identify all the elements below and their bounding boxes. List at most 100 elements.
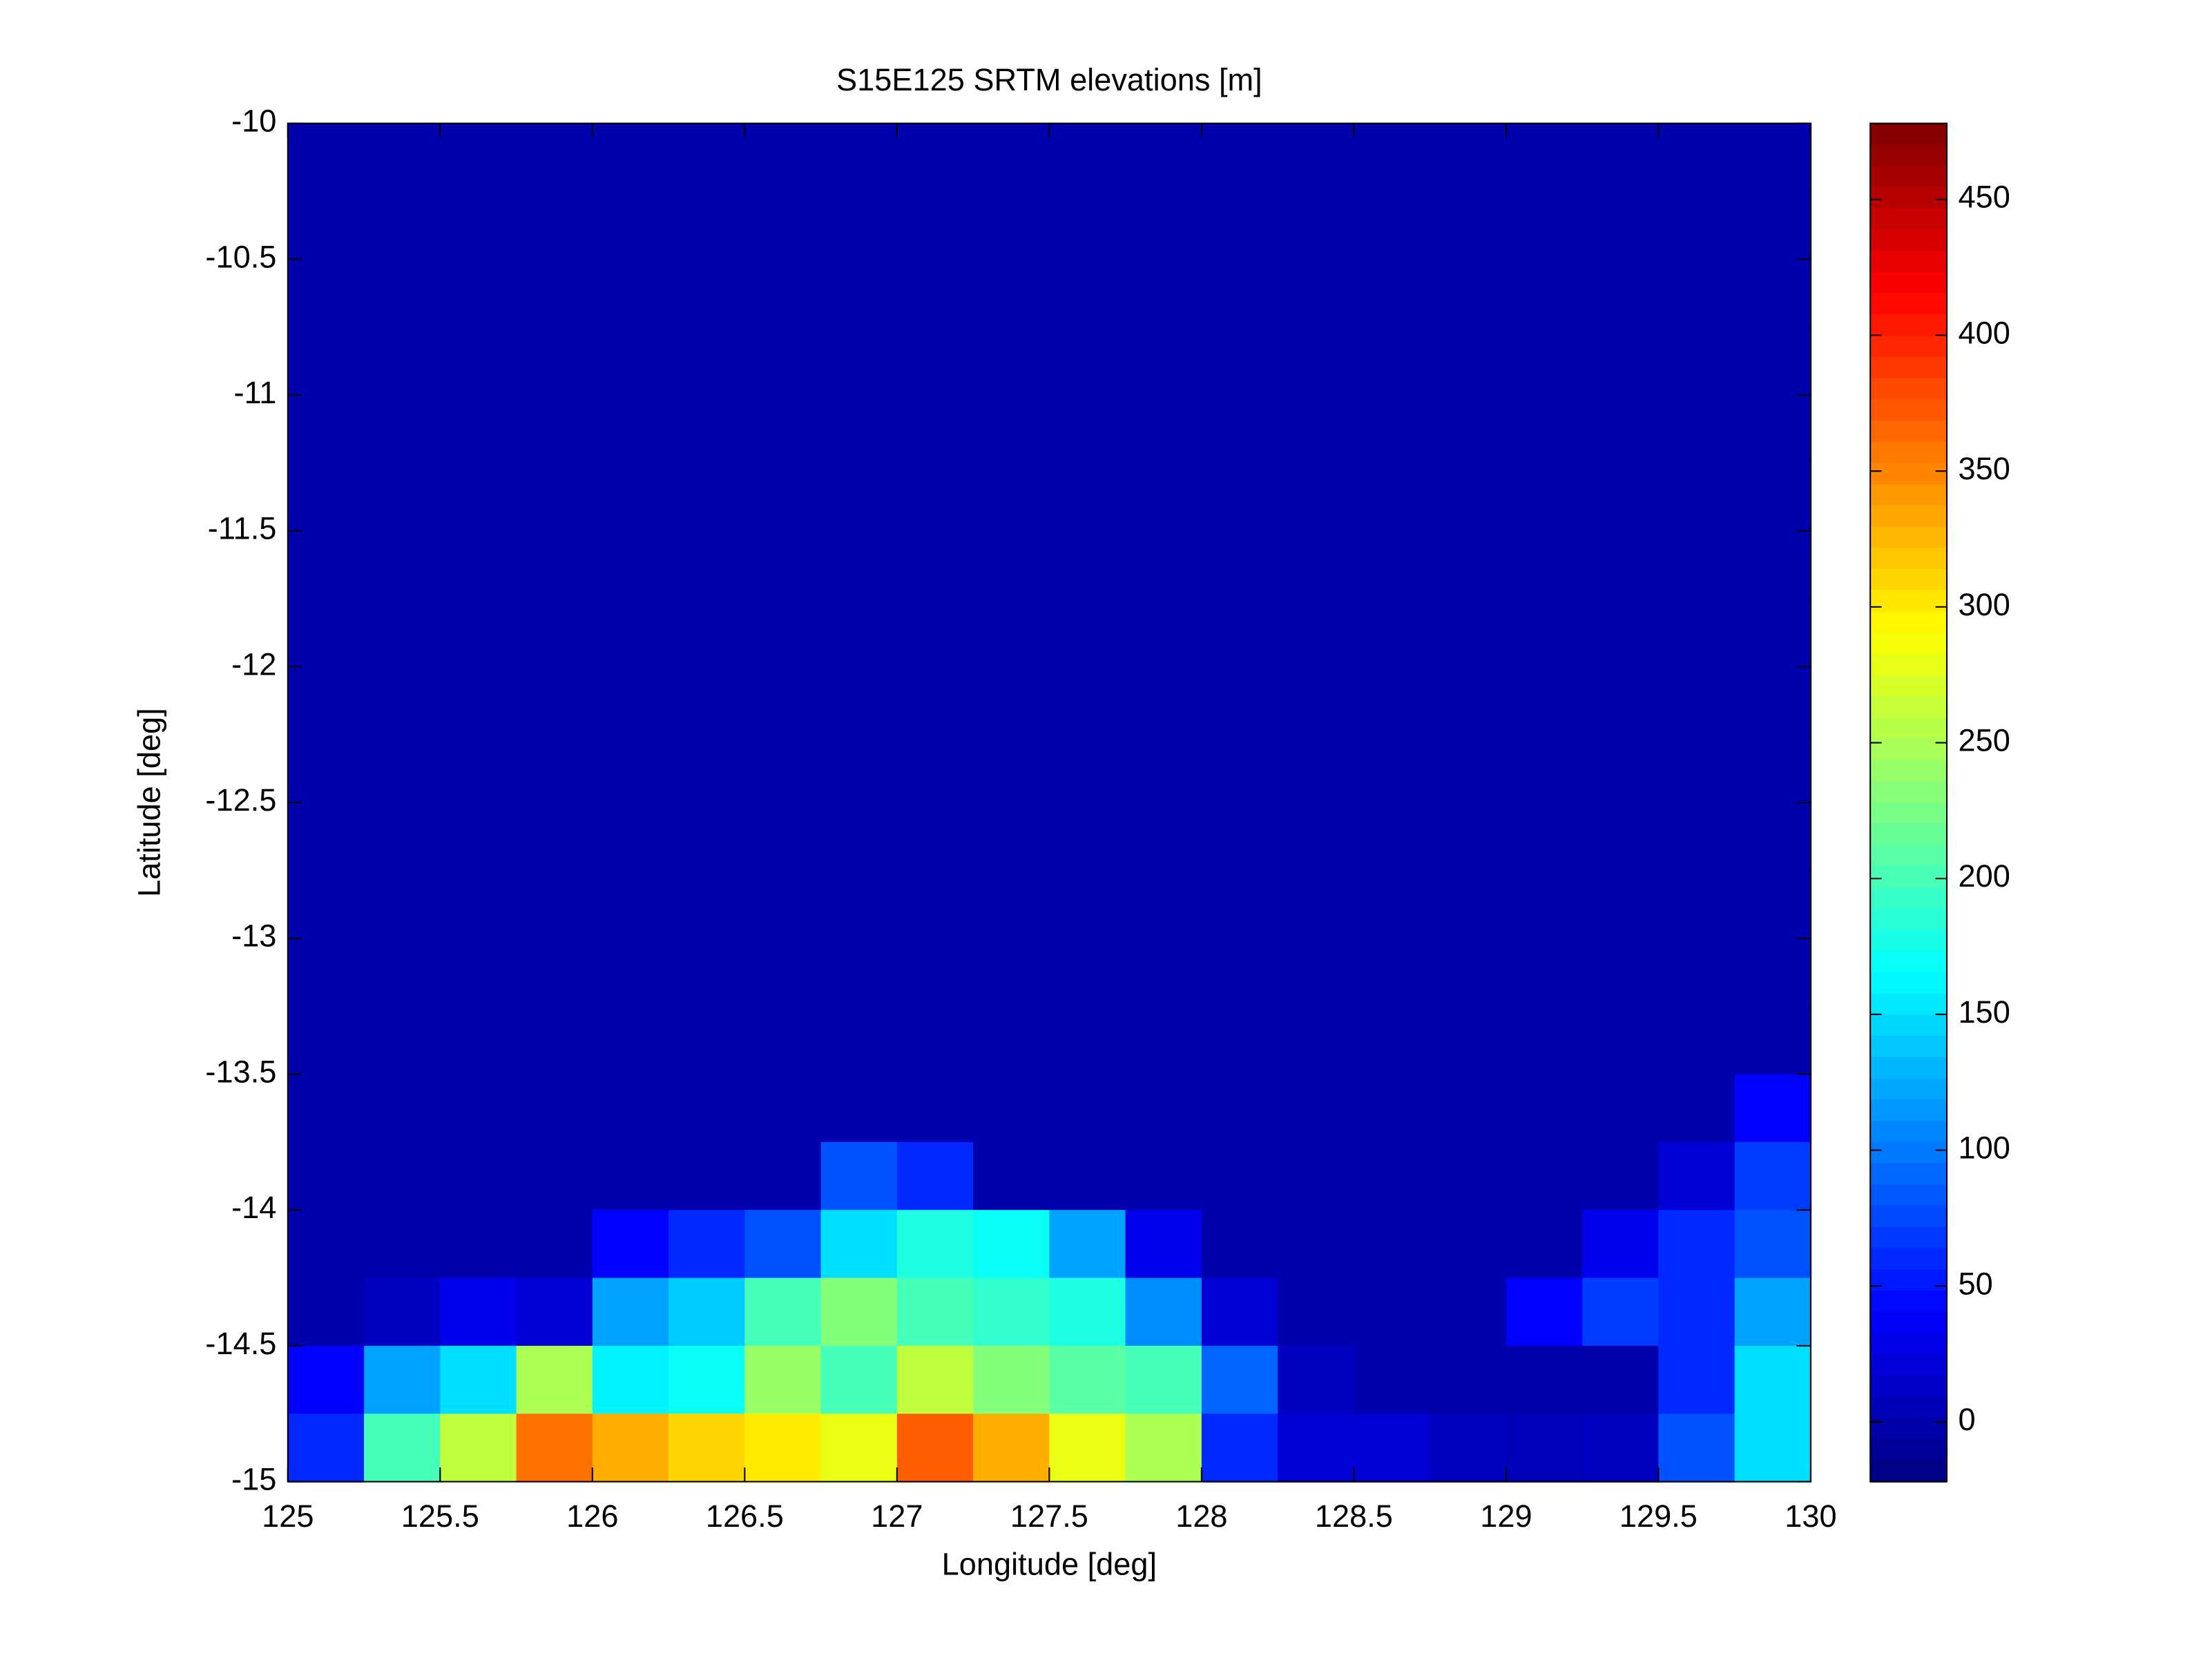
heatmap-cell [820,1414,898,1483]
heatmap-cell [1658,870,1735,940]
colorbar-band [1870,569,1947,592]
heatmap-cell [516,666,594,735]
heatmap-cell [1658,1414,1735,1483]
colorbar-band [1870,951,1947,974]
heatmap-cell [1125,191,1203,260]
heatmap-cell [820,327,898,396]
heatmap-cell [1201,1414,1279,1483]
heatmap-cell [820,1006,898,1075]
colorbar-band [1870,314,1947,337]
colorbar-band [1870,717,1947,740]
heatmap-cell [896,123,974,193]
y-tick-label: -14 [231,1190,276,1225]
heatmap-cell [364,599,441,668]
heatmap-cell [896,259,974,328]
heatmap-cell [1201,1345,1279,1415]
heatmap-cell [1201,1278,1279,1347]
heatmap-cell [1049,734,1126,804]
heatmap-cell [440,870,517,940]
heatmap-cell [1125,123,1203,193]
heatmap-cell [1582,870,1660,940]
heatmap-cell [973,259,1050,328]
heatmap-cell [1278,870,1355,940]
heatmap-cell [440,327,517,396]
colorbar-band [1870,186,1947,209]
heatmap-cell [973,327,1050,396]
heatmap-cell [1430,1074,1508,1144]
heatmap-cell [1125,599,1203,668]
colorbar-band [1870,1057,1947,1079]
heatmap-cell [364,1006,441,1075]
chart-title: S15E125 SRTM elevations [m] [836,62,1262,97]
heatmap-cell [440,463,517,532]
heatmap-cell [1582,734,1660,804]
heatmap-cell [744,123,822,193]
colorbar-band [1870,760,1947,782]
heatmap-cell [1354,395,1431,464]
heatmap-cell [1734,530,1812,600]
heatmap-cell [820,802,898,871]
heatmap-cell [516,463,594,532]
heatmap-cell [669,530,746,600]
heatmap-cell [1430,123,1508,193]
heatmap-cell [287,1006,365,1075]
heatmap-cell [1049,327,1126,396]
heatmap-cell [1430,1006,1508,1075]
heatmap-cell [1658,1345,1735,1415]
heatmap-cell [1201,1141,1279,1211]
heatmap-cell [1201,123,1279,193]
heatmap-cell [516,1414,594,1483]
heatmap-cell [1658,1141,1735,1211]
heatmap-cell [1506,1074,1584,1144]
colorbar-band [1870,1396,1947,1419]
heatmap-cell [1430,599,1508,668]
heatmap-cell [669,734,746,804]
y-tick-label: -10 [231,104,276,139]
heatmap-cell [1125,463,1203,532]
heatmap-cell [1582,938,1660,1008]
heatmap-cell [440,123,517,193]
x-tick-label: 129.5 [1619,1498,1698,1534]
heatmap-cell [364,1210,441,1279]
heatmap-cell [516,870,594,940]
colorbar-band [1870,1269,1947,1292]
heatmap-cell [364,1278,441,1347]
heatmap-cell [1734,938,1812,1008]
heatmap-cell [516,259,594,328]
heatmap-cell [364,259,441,328]
heatmap-cell [973,1141,1050,1211]
heatmap-cell [516,599,594,668]
heatmap-cell [1278,802,1355,871]
heatmap-cell [364,1074,441,1144]
x-tick-label: 127 [871,1498,923,1534]
colorbar-band [1870,484,1947,507]
heatmap-cell [592,1074,670,1144]
heatmap-cell [1734,1345,1812,1415]
x-tick-label: 126.5 [706,1498,784,1534]
heatmap-cell [1354,802,1431,871]
x-tick-label: 128.5 [1315,1498,1393,1534]
y-tick-label: -14.5 [205,1326,276,1361]
heatmap-cell [1049,395,1126,464]
heatmap-cell [1658,1210,1735,1279]
colorbar-band [1870,696,1947,719]
heatmap-cell [973,938,1050,1008]
heatmap-cell [1506,395,1584,464]
heatmap-cell [440,1141,517,1211]
x-tick-label: 127.5 [1010,1498,1088,1534]
heatmap-cell [1582,666,1660,735]
heatmap-cell [1506,123,1584,193]
colorbar-band [1870,1460,1947,1483]
heatmap-cell [1125,1345,1203,1415]
heatmap-cell [1658,938,1735,1008]
heatmap-cell [1354,191,1431,260]
heatmap-cell [1354,123,1431,193]
heatmap-cell [1049,666,1126,735]
heatmap-cell [669,1278,746,1347]
colorbar-band [1870,675,1947,697]
heatmap-cell [1049,802,1126,871]
heatmap-cell [1125,395,1203,464]
heatmap-cell [1582,530,1660,600]
heatmap-cell [440,191,517,260]
